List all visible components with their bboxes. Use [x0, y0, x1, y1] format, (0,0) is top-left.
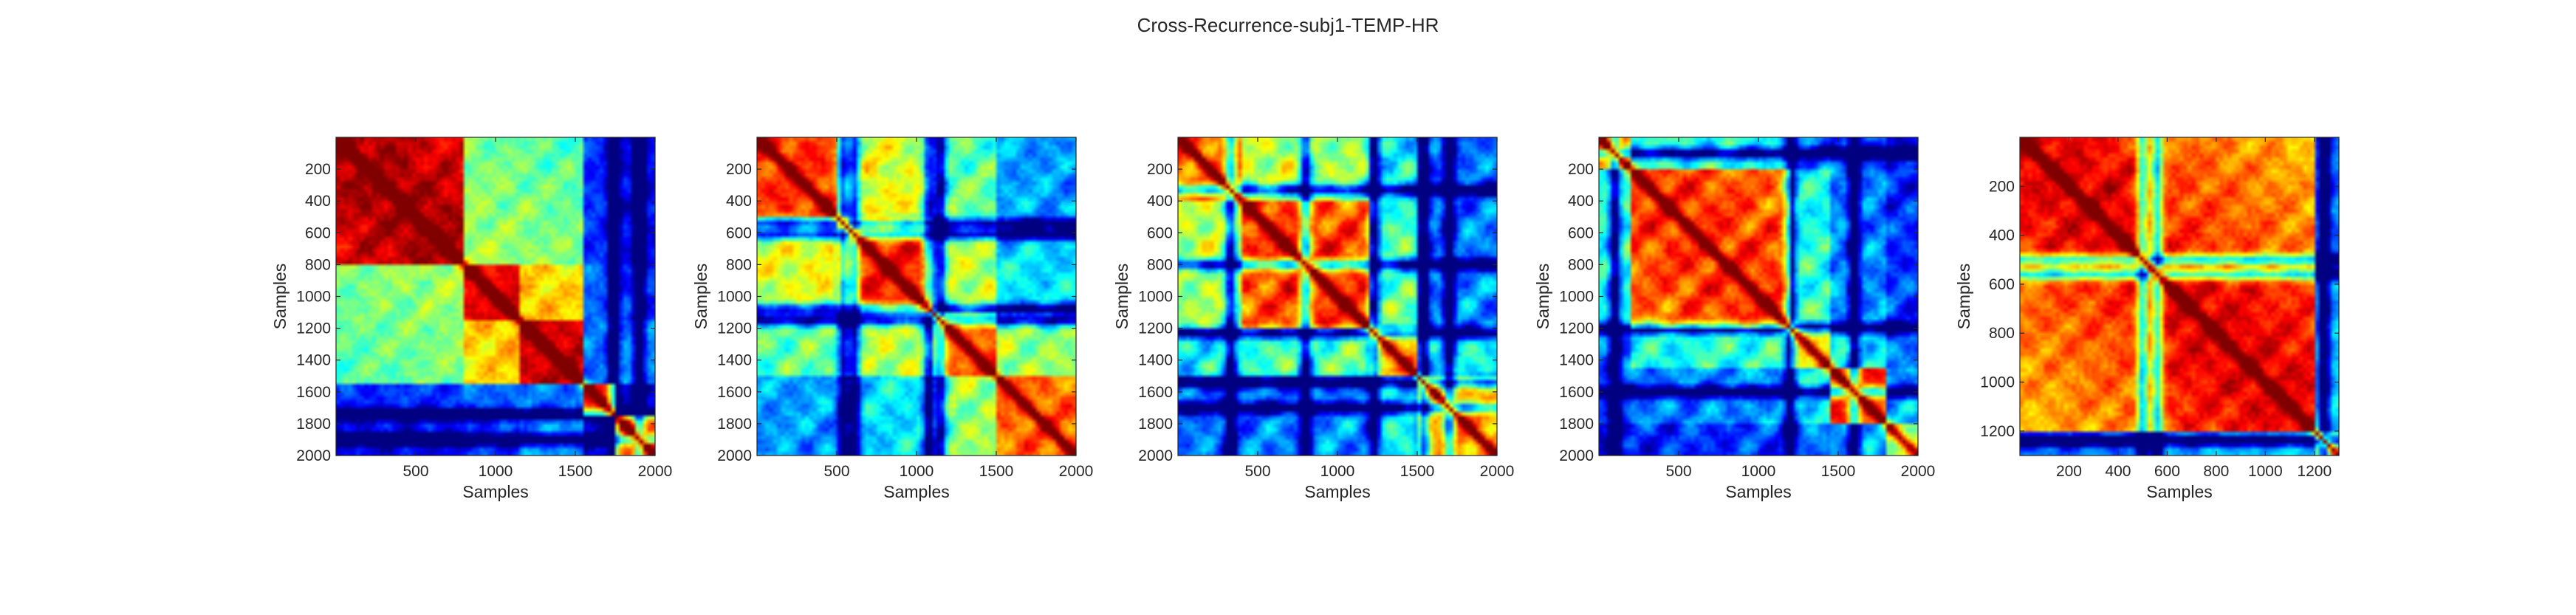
subplot-2: 500 1000 1500 2000 200 400 600 800 1000 1200 1400 1… — [691, 137, 1093, 501]
heatmap-1 — [336, 137, 655, 456]
y-tick-label: 2000 — [1138, 447, 1173, 464]
y-axis-label: Samples — [1954, 264, 1973, 329]
y-tick-label: 1600 — [1559, 384, 1594, 401]
x-tick-label: 2000 — [638, 463, 673, 480]
y-tick-label: 1000 — [717, 289, 752, 306]
y-tick-label: 600 — [1568, 224, 1594, 241]
x-tick-label: 1000 — [479, 463, 513, 480]
figure-title: Cross-Recurrence-subj1-TEMP-HR — [1137, 14, 1439, 36]
y-axis-label: Samples — [1112, 264, 1131, 329]
y-tick-label: 1600 — [1138, 384, 1173, 401]
y-tick-label: 1200 — [1980, 423, 2015, 440]
y-tick-label: 1200 — [296, 320, 331, 337]
x-tick-label: 1500 — [979, 463, 1014, 480]
y-axis-label: Samples — [270, 264, 290, 329]
y-tick-label: 400 — [1989, 227, 2015, 244]
y-tick-label: 2000 — [296, 447, 331, 464]
x-tick-label: 800 — [2203, 463, 2229, 480]
y-tick-label: 800 — [1147, 256, 1173, 273]
y-tick-label: 1400 — [717, 352, 752, 369]
y-tick-label: 800 — [1989, 325, 2015, 342]
x-tick-label: 1000 — [1741, 463, 1776, 480]
y-tick-label: 1000 — [1559, 289, 1594, 306]
y-tick-label: 1200 — [1559, 320, 1594, 337]
x-tick-label: 1000 — [1320, 463, 1355, 480]
x-tick-label: 500 — [1665, 463, 1691, 480]
x-tick-label: 2000 — [1059, 463, 1094, 480]
x-tick-label: 1500 — [558, 463, 593, 480]
heatmap-5 — [2020, 137, 2339, 456]
y-tick-label: 200 — [726, 161, 752, 178]
heatmap-3 — [1178, 137, 1497, 456]
y-tick-label: 600 — [305, 224, 331, 241]
x-axis-label: Samples — [1725, 482, 1791, 501]
y-tick-label: 1600 — [296, 384, 331, 401]
heatmap-2 — [757, 137, 1076, 456]
subplot-3: 500 1000 1500 2000 200 400 600 800 1000 1200 1400 1… — [1112, 137, 1514, 501]
x-tick-label: 200 — [2056, 463, 2082, 480]
y-tick-label: 1200 — [1138, 320, 1173, 337]
y-tick-label: 1800 — [296, 416, 331, 433]
subplot-1: 500 1000 1500 2000 200 400 600 800 1000 1200 1400 1… — [270, 137, 672, 501]
x-tick-label: 1500 — [1400, 463, 1435, 480]
y-tick-label: 200 — [1147, 161, 1173, 178]
y-tick-label: 800 — [726, 256, 752, 273]
y-tick-label: 1400 — [1138, 352, 1173, 369]
x-tick-label: 2000 — [1480, 463, 1515, 480]
y-tick-label: 1000 — [296, 289, 331, 306]
x-axis-label: Samples — [2146, 482, 2212, 501]
axes-frame — [2019, 137, 2340, 456]
x-tick-label: 500 — [823, 463, 849, 480]
x-tick-label: 400 — [2105, 463, 2131, 480]
subplot-4: 500 1000 1500 2000 200 400 600 800 1000 1200 1400 1… — [1533, 137, 1935, 501]
y-tick-label: 200 — [305, 161, 331, 178]
y-axis-label: Samples — [1533, 264, 1552, 329]
y-tick-label: 2000 — [1559, 447, 1594, 464]
y-tick-label: 600 — [726, 224, 752, 241]
y-tick-label: 1000 — [1138, 289, 1173, 306]
x-tick-label: 1000 — [2248, 463, 2283, 480]
y-tick-label: 800 — [305, 256, 331, 273]
y-tick-label: 400 — [1147, 193, 1173, 210]
heatmap-4 — [1599, 137, 1918, 456]
y-tick-label: 600 — [1989, 276, 2015, 293]
subplot-5: 200 400 600 800 1000 1200 200 400 600 800 1000 1200… — [1954, 137, 2340, 501]
y-tick-label: 1000 — [1980, 374, 2015, 391]
x-tick-label: 2000 — [1901, 463, 1936, 480]
y-tick-label: 1200 — [717, 320, 752, 337]
y-tick-label: 1800 — [717, 416, 752, 433]
x-tick-label: 1500 — [1821, 463, 1856, 480]
x-axis-label: Samples — [883, 482, 949, 501]
y-tick-label: 400 — [305, 193, 331, 210]
y-tick-label: 600 — [1147, 224, 1173, 241]
x-tick-label: 500 — [402, 463, 428, 480]
y-tick-label: 200 — [1568, 161, 1594, 178]
y-tick-label: 2000 — [717, 447, 752, 464]
y-tick-label: 800 — [1568, 256, 1594, 273]
y-tick-label: 1800 — [1138, 416, 1173, 433]
y-axis-label: Samples — [691, 264, 710, 329]
y-tick-label: 400 — [726, 193, 752, 210]
y-tick-label: 1800 — [1559, 416, 1594, 433]
x-tick-label: 1000 — [900, 463, 934, 480]
x-axis-label: Samples — [462, 482, 528, 501]
x-tick-label: 600 — [2154, 463, 2180, 480]
y-tick-label: 1400 — [296, 352, 331, 369]
x-tick-label: 1200 — [2297, 463, 2332, 480]
y-tick-label: 1400 — [1559, 352, 1594, 369]
y-tick-label: 200 — [1989, 178, 2015, 195]
x-tick-label: 500 — [1244, 463, 1270, 480]
y-tick-label: 400 — [1568, 193, 1594, 210]
x-axis-label: Samples — [1304, 482, 1370, 501]
y-tick-label: 1600 — [717, 384, 752, 401]
